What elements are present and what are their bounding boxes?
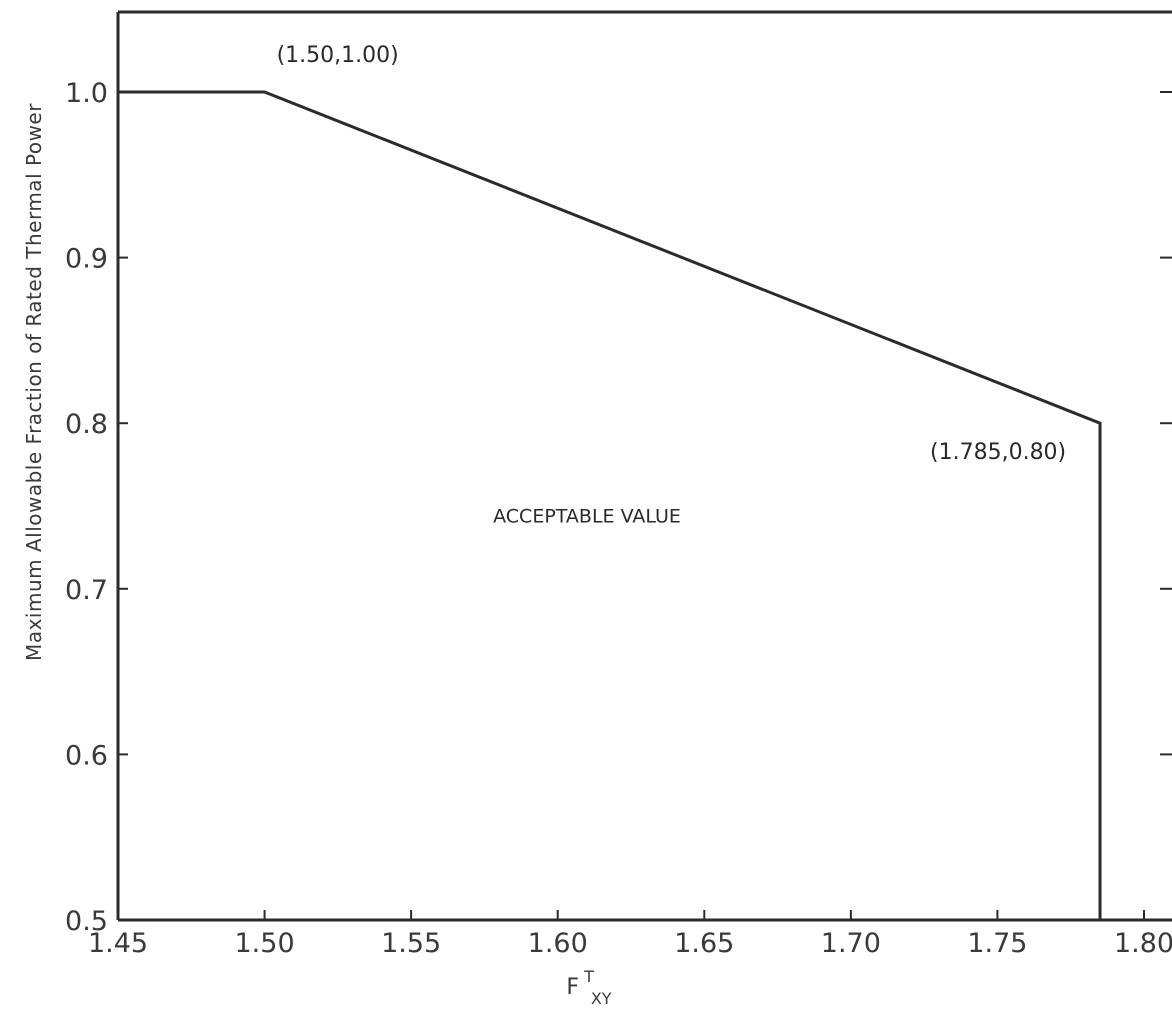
x-tick-label: 1.70 [821, 928, 881, 959]
y-axis-ticks: 0.5 0.6 0.7 0.8 0.9 1.0 [65, 78, 1172, 937]
x-axis-label: F T XY [566, 963, 611, 1008]
y-tick-label: 1.0 [65, 78, 108, 109]
x-axis-label-sub: XY [591, 989, 612, 1008]
x-tick-label: 1.50 [235, 928, 295, 959]
y-tick-label: 0.6 [65, 740, 108, 771]
annotation-breakpoint-1: (1.50,1.00) [277, 43, 399, 68]
plot-frame [116, 10, 1172, 922]
x-tick-label: 1.55 [381, 928, 441, 959]
annotations: (1.50,1.00) (1.785,0.80) ACCEPTABLE VALUE [277, 43, 1067, 528]
x-axis-label-sup: T [583, 967, 594, 986]
x-axis-ticks: 1.45 1.50 1.55 1.60 1.65 1.70 1.75 1.80 [88, 910, 1172, 959]
limit-line [118, 90, 1102, 920]
y-tick-label: 0.5 [65, 906, 108, 937]
x-tick-label: 1.60 [528, 928, 588, 959]
x-tick-label: 1.45 [88, 928, 148, 959]
x-axis-label-base: F [566, 975, 579, 1000]
y-tick-label: 0.7 [65, 575, 108, 606]
y-tick-label: 0.8 [65, 409, 108, 440]
y-tick-label: 0.9 [65, 244, 108, 275]
series-layer [118, 90, 1102, 920]
annotation-breakpoint-2: (1.785,0.80) [930, 440, 1066, 465]
x-tick-label: 1.75 [967, 928, 1027, 959]
x-tick-label: 1.65 [674, 928, 734, 959]
x-tick-label: 1.80 [1114, 928, 1172, 959]
annotation-acceptable-region: ACCEPTABLE VALUE [493, 506, 681, 528]
y-axis-label: Maximum Allowable Fraction of Rated Ther… [22, 103, 46, 661]
